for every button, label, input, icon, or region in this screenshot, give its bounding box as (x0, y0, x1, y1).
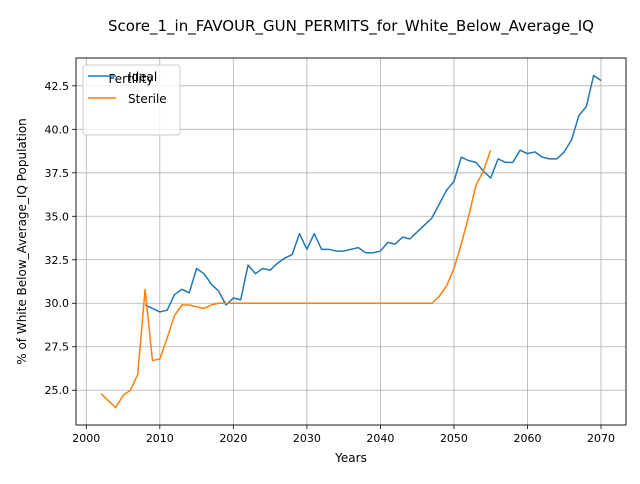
x-tick-label: 2020 (219, 432, 247, 445)
legend-label-ideal: Ideal (128, 70, 157, 84)
x-tick-label: 2030 (293, 432, 321, 445)
series-line-sterile (100, 149, 492, 409)
x-axis-label: Years (334, 451, 367, 465)
chart-title: Score_1_in_FAVOUR_GUN_PERMITS_for_White_… (108, 17, 594, 36)
y-tick-label: 35.0 (45, 210, 70, 223)
x-tick-label: 2050 (440, 432, 468, 445)
y-tick-label: 37.5 (45, 167, 70, 180)
x-tick-label: 2040 (366, 432, 394, 445)
y-axis-ticks: 25.0 27.5 30.0 32.5 35.0 37.5 40.0 42.5 (45, 80, 76, 397)
legend-title: Fertility (108, 72, 153, 86)
x-tick-label: 2060 (513, 432, 541, 445)
legend: Fertility Ideal Sterile (82, 64, 181, 136)
series-lines (100, 74, 602, 409)
y-tick-label: 25.0 (45, 384, 70, 397)
y-tick-label: 40.0 (45, 123, 70, 136)
legend-label-sterile: Sterile (128, 92, 167, 106)
series-line-ideal (144, 74, 602, 313)
y-tick-label: 30.0 (45, 297, 70, 310)
plot-frame (75, 57, 627, 426)
y-tick-label: 42.5 (45, 80, 70, 93)
y-axis-label: % of White Below_Average_IQ Population (15, 118, 29, 365)
y-tick-label: 27.5 (45, 341, 70, 354)
legend-box (82, 64, 181, 136)
x-axis-ticks: 2000 2010 2020 2030 2040 2050 2060 2070 (72, 425, 615, 445)
x-tick-label: 2070 (587, 432, 615, 445)
y-tick-label: 32.5 (45, 254, 70, 267)
x-tick-label: 2000 (72, 432, 100, 445)
x-tick-label: 2010 (146, 432, 174, 445)
